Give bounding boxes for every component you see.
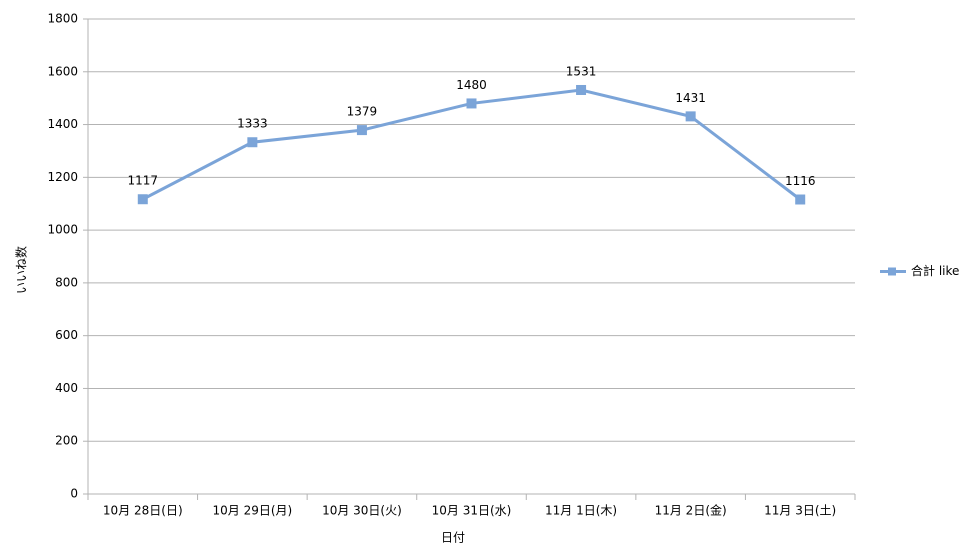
x-tick-label: 11月 3日(土)	[764, 504, 836, 518]
data-point	[576, 84, 587, 95]
x-tick-label: 10月 28日(日)	[103, 504, 183, 518]
y-tick-label: 1200	[47, 170, 78, 184]
x-tick-label: 11月 1日(木)	[545, 504, 617, 518]
data-label: 1333	[237, 117, 268, 131]
data-label: 1379	[347, 105, 378, 119]
y-tick-label: 0	[70, 487, 78, 501]
y-tick-label: 1000	[47, 223, 78, 237]
x-axis-title: 日付	[441, 531, 465, 545]
x-tick-label: 10月 30日(火)	[322, 504, 402, 518]
data-point	[137, 194, 148, 205]
y-tick-label: 400	[55, 381, 78, 395]
x-tick-label: 11月 2日(金)	[655, 503, 727, 518]
data-point	[795, 194, 806, 205]
data-label: 1531	[566, 64, 597, 78]
data-point	[356, 125, 367, 136]
data-point	[466, 98, 477, 109]
legend-label: 合計 like	[911, 263, 959, 278]
y-axis-title: いいね数	[14, 246, 29, 294]
data-label: 1116	[785, 174, 816, 188]
y-tick-label: 600	[55, 328, 78, 342]
y-tick-label: 200	[55, 434, 78, 448]
y-tick-label: 1600	[47, 64, 78, 78]
legend-marker	[888, 267, 896, 276]
data-point	[685, 111, 696, 122]
y-tick-label: 1800	[47, 12, 78, 26]
x-tick-label: 10月 31日(水)	[432, 504, 512, 518]
data-label: 1117	[128, 174, 159, 188]
data-label: 1480	[456, 78, 487, 92]
data-label: 1431	[675, 91, 706, 105]
data-point	[247, 137, 258, 148]
y-tick-label: 1400	[47, 117, 78, 131]
x-tick-label: 10月 29日(月)	[212, 504, 292, 518]
y-tick-label: 800	[55, 275, 78, 289]
